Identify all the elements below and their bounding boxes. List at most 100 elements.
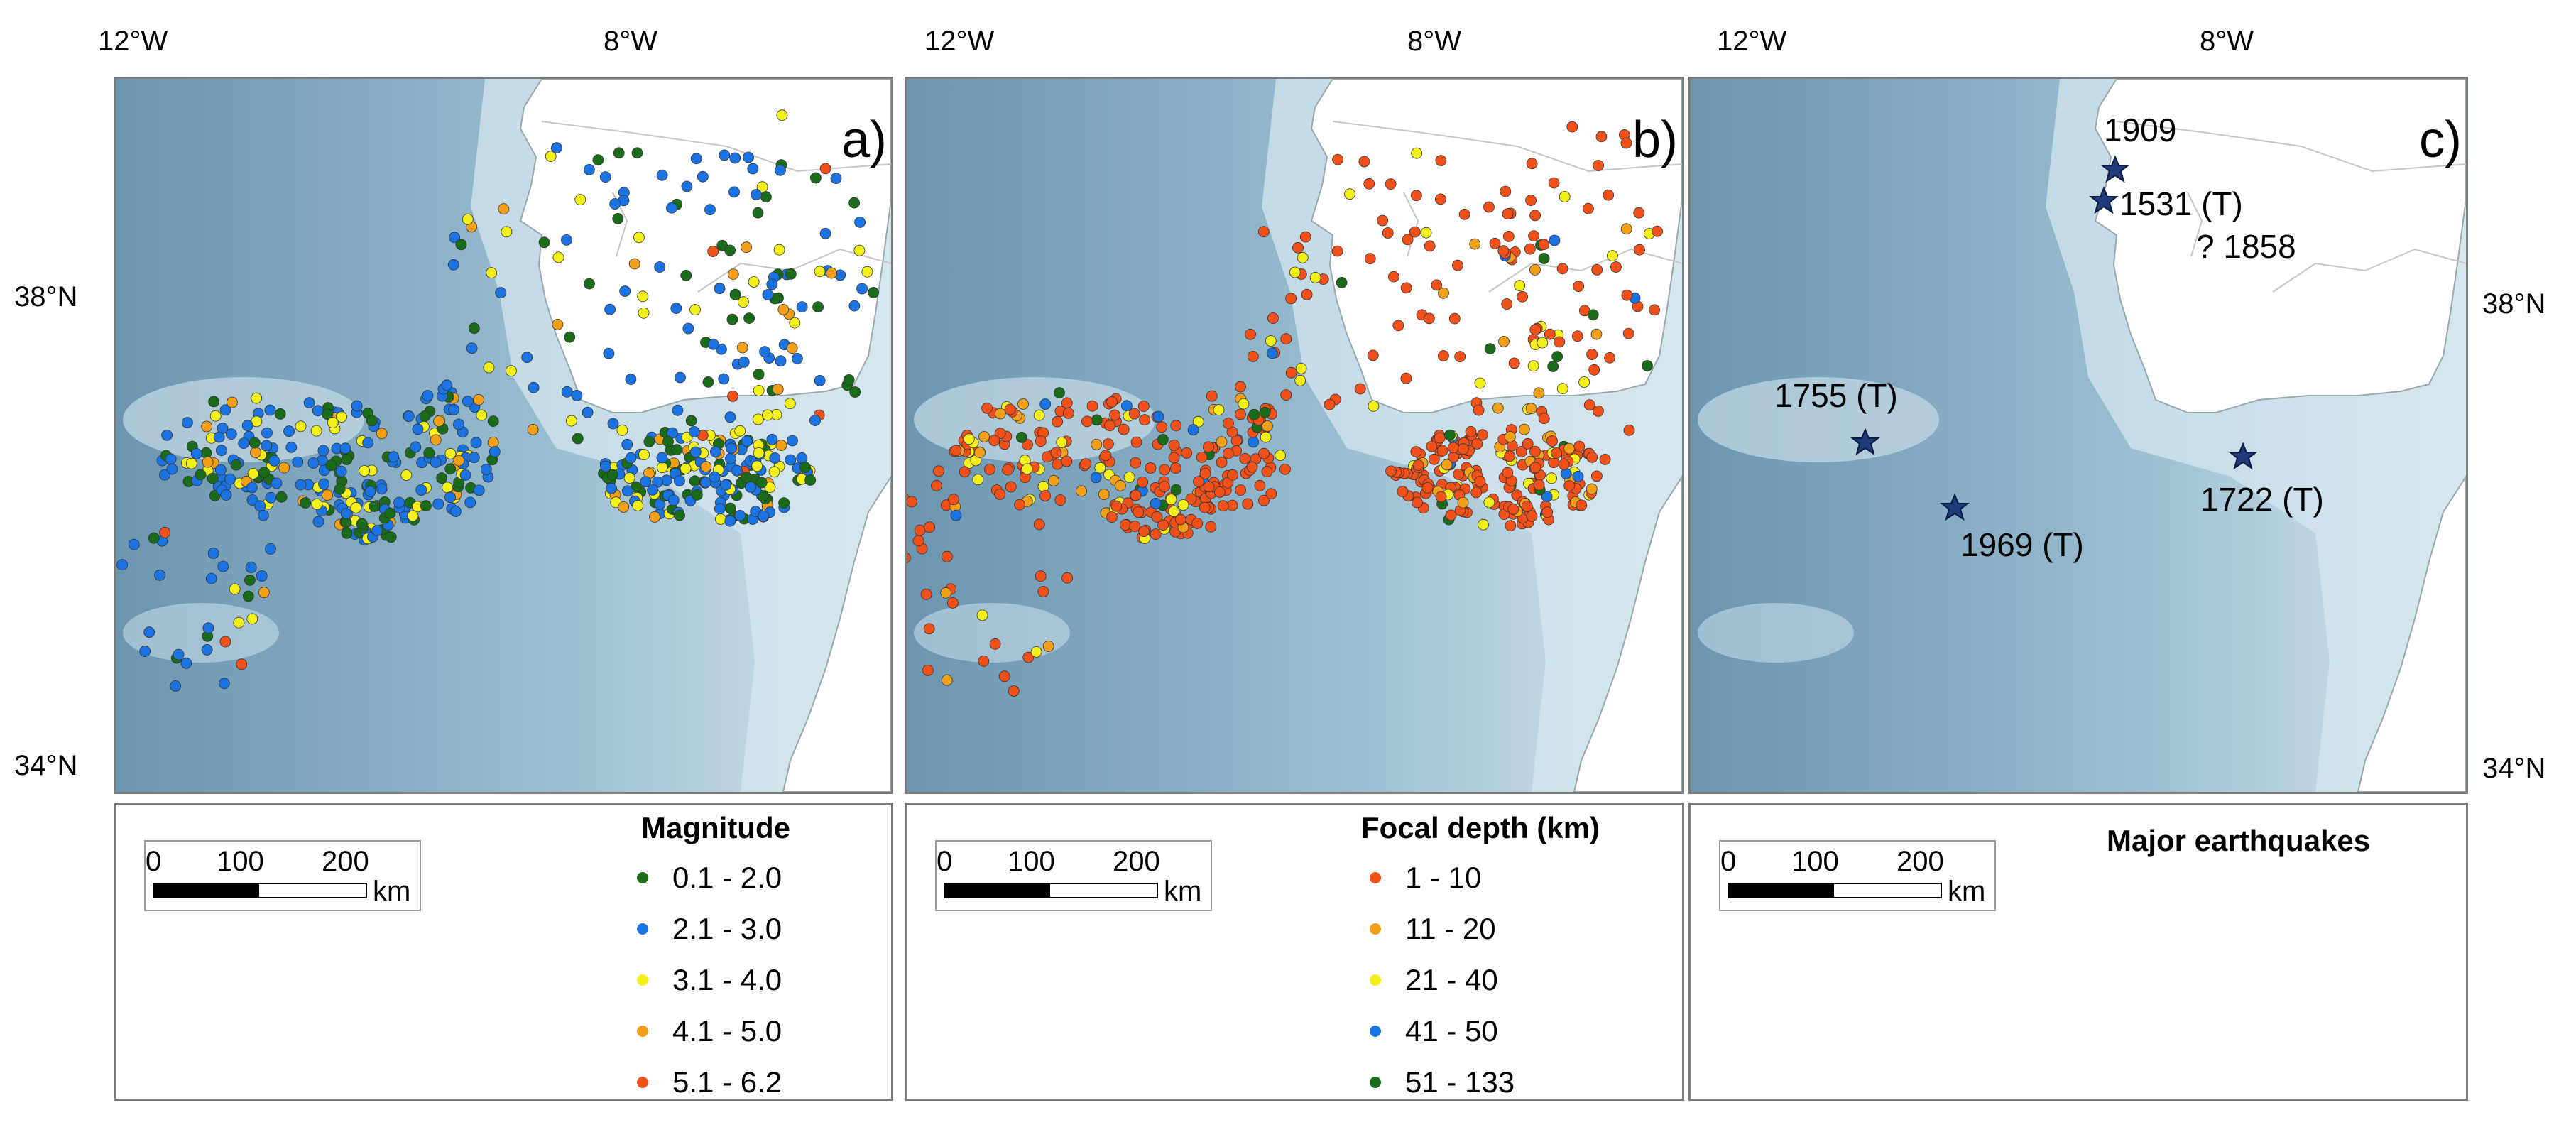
epicenter-point bbox=[229, 583, 241, 595]
epicenter-point bbox=[1191, 518, 1204, 529]
epicenter-point bbox=[976, 609, 988, 621]
epicenter-point bbox=[1106, 511, 1118, 523]
epicenter-point bbox=[1151, 511, 1163, 523]
epicenter-point bbox=[1203, 481, 1215, 493]
epicenter-point bbox=[1217, 500, 1229, 512]
epicenter-point bbox=[1558, 459, 1570, 470]
epicenter-point bbox=[148, 532, 160, 544]
epicenter-point bbox=[974, 447, 986, 458]
epicenter-point bbox=[1061, 572, 1074, 584]
epicenter-point bbox=[1258, 447, 1270, 459]
epicenter-point bbox=[631, 147, 643, 159]
epicenter-point bbox=[1242, 498, 1254, 510]
epicenter-point bbox=[584, 164, 595, 175]
epicenter-point bbox=[1174, 513, 1186, 526]
quake-label-1755: 1755 (T) bbox=[1774, 377, 1898, 414]
epicenter-point bbox=[1452, 259, 1463, 271]
epicenter-point bbox=[1527, 360, 1539, 372]
epicenter-point bbox=[656, 169, 668, 181]
epicenter-point bbox=[785, 454, 797, 466]
epicenter-point bbox=[464, 496, 476, 509]
epicenter-point bbox=[784, 398, 796, 410]
epicenter-point bbox=[697, 170, 709, 183]
epicenter-point bbox=[448, 403, 460, 415]
lat-tick-34n-right: 34°N bbox=[2482, 753, 2546, 784]
epicenter-point bbox=[1185, 493, 1197, 505]
epicenter-point bbox=[251, 392, 263, 404]
epicenter-point bbox=[981, 402, 993, 414]
epicenter-point bbox=[1354, 383, 1366, 395]
epicenter-point bbox=[1238, 398, 1250, 410]
epicenter-point bbox=[1471, 438, 1483, 450]
panel-label-c: c) bbox=[2419, 112, 2462, 168]
epicenter-point bbox=[300, 497, 312, 509]
epicenter-point bbox=[209, 410, 222, 422]
epicenter-point bbox=[250, 447, 262, 458]
epicenter-point bbox=[1424, 312, 1435, 325]
star-icon bbox=[1940, 493, 1970, 521]
epicenter-point bbox=[1181, 447, 1193, 459]
epicenter-point bbox=[444, 491, 456, 504]
epicenter-point bbox=[274, 408, 286, 420]
epicenter-point bbox=[1586, 483, 1598, 495]
epicenter-point bbox=[1529, 210, 1541, 222]
epicenter-point bbox=[1529, 462, 1541, 474]
epicenter-point bbox=[766, 278, 778, 290]
epicenter-point bbox=[775, 164, 786, 176]
epicenter-point bbox=[1279, 463, 1291, 475]
epicenter-point bbox=[1649, 304, 1660, 316]
epicenter-point bbox=[1265, 335, 1277, 347]
epicenter-point bbox=[1392, 320, 1404, 332]
country-border bbox=[2272, 248, 2466, 293]
epicenter-point bbox=[766, 433, 778, 445]
epicenter-point bbox=[1368, 400, 1380, 412]
epicenter-point bbox=[449, 232, 461, 244]
epicenter-point bbox=[264, 404, 276, 416]
epicenter-point bbox=[745, 482, 756, 493]
epicenter-point bbox=[1388, 271, 1399, 283]
epicenter-point bbox=[195, 469, 207, 481]
epicenter-point bbox=[1008, 685, 1020, 697]
epicenter-point bbox=[799, 462, 811, 473]
epicenter-point bbox=[341, 527, 353, 539]
epicenter-point bbox=[809, 415, 821, 426]
epicenter-point bbox=[225, 428, 237, 440]
epicenter-point bbox=[441, 379, 453, 391]
epicenter-point bbox=[1061, 455, 1073, 467]
epicenter-point bbox=[217, 560, 229, 572]
epicenter-point bbox=[1591, 263, 1603, 276]
epicenter-point bbox=[734, 510, 746, 521]
quake-label-1531: 1531 (T) bbox=[2119, 185, 2243, 222]
epicenter-point bbox=[359, 465, 371, 477]
epicenter-point bbox=[1157, 434, 1169, 445]
map-panel-major-earthquakes: 1909 1531 (T) ? 1858 1755 (T) 1969 (T) 1… bbox=[1688, 77, 2468, 794]
epicenter-point bbox=[948, 494, 959, 506]
epicenter-point bbox=[527, 423, 539, 435]
epicenter-point bbox=[1213, 486, 1226, 498]
legend-dot bbox=[637, 1025, 648, 1037]
quake-1531: 1531 (T) bbox=[2089, 185, 2243, 222]
epicenter-point bbox=[633, 232, 645, 244]
epicenter-point bbox=[1258, 494, 1270, 506]
epicenter-point bbox=[1431, 279, 1443, 291]
epicenter-point bbox=[403, 410, 415, 423]
epicenter-point bbox=[246, 613, 258, 625]
epicenter-point bbox=[923, 623, 935, 635]
panel-label-b: b) bbox=[1632, 112, 1678, 168]
epicenter-point bbox=[275, 491, 288, 503]
epicenter-point bbox=[545, 151, 557, 162]
epicenter-point bbox=[1363, 178, 1375, 190]
epicenter-point bbox=[1397, 486, 1409, 497]
epicenter-point bbox=[1246, 461, 1258, 473]
epicenter-point bbox=[700, 461, 712, 472]
epicenter-point bbox=[592, 154, 604, 165]
epicenter-point bbox=[1593, 405, 1604, 417]
epicenter-point bbox=[1470, 486, 1483, 499]
scale-unit: km bbox=[373, 876, 411, 907]
epicenter-point bbox=[1090, 472, 1102, 484]
epicenter-point bbox=[336, 411, 347, 423]
epicenter-point bbox=[1004, 403, 1016, 415]
epicenter-point bbox=[785, 268, 797, 280]
scale-tick-200: 200 bbox=[1113, 846, 1160, 877]
epicenter-point bbox=[1139, 414, 1151, 426]
